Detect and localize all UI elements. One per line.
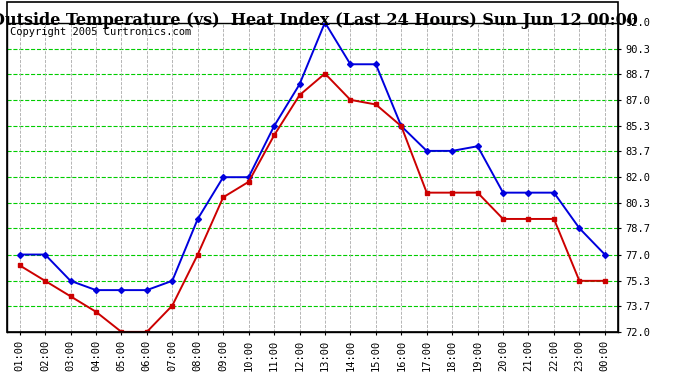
Text: Copyright 2005 Curtronics.com: Copyright 2005 Curtronics.com: [10, 27, 191, 37]
Text: Outside Temperature (vs)  Heat Index (Last 24 Hours) Sun Jun 12 00:00: Outside Temperature (vs) Heat Index (Las…: [0, 12, 638, 29]
